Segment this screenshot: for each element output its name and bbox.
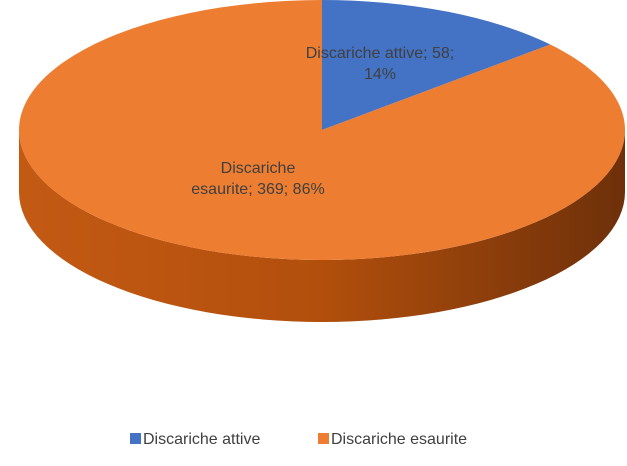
legend-label: Discariche attive bbox=[143, 431, 260, 448]
legend-label: Discariche esaurite bbox=[331, 431, 467, 448]
legend-swatch bbox=[318, 433, 329, 444]
data-label: Discariche attive; 58; 14% bbox=[305, 45, 455, 83]
data-label: Discariche esaurite; 369; 86% bbox=[191, 160, 325, 198]
legend-swatch bbox=[130, 433, 141, 444]
pie-slice bbox=[19, 0, 626, 260]
pie-side bbox=[19, 130, 625, 322]
pie-slice bbox=[322, 0, 551, 130]
